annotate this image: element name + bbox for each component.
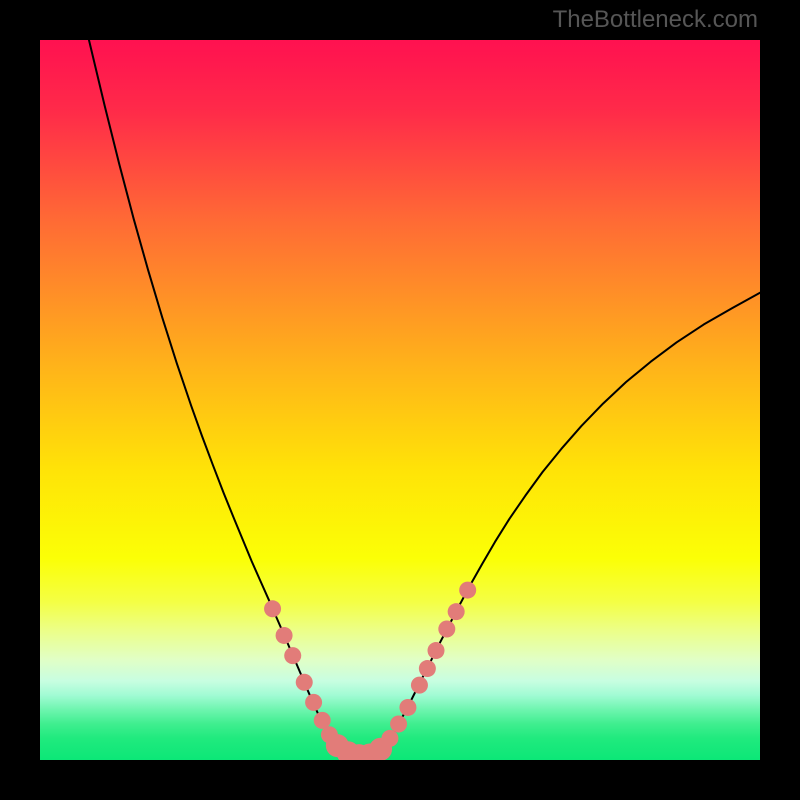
marker-point xyxy=(305,694,322,711)
marker-point xyxy=(438,620,455,637)
marker-point xyxy=(390,716,407,733)
marker-point xyxy=(296,674,313,691)
marker-point xyxy=(399,699,416,716)
marker-point xyxy=(459,582,476,599)
gradient-background xyxy=(40,40,760,760)
marker-point xyxy=(276,627,293,644)
figure-root: TheBottleneck.com xyxy=(0,0,800,800)
watermark-text: TheBottleneck.com xyxy=(553,6,758,34)
marker-point xyxy=(284,647,301,664)
plot-svg xyxy=(0,0,800,800)
marker-point xyxy=(314,712,331,729)
marker-point xyxy=(411,677,428,694)
marker-point xyxy=(381,730,398,747)
marker-point xyxy=(264,600,281,617)
marker-point xyxy=(428,642,445,659)
marker-point xyxy=(448,603,465,620)
marker-point xyxy=(419,660,436,677)
